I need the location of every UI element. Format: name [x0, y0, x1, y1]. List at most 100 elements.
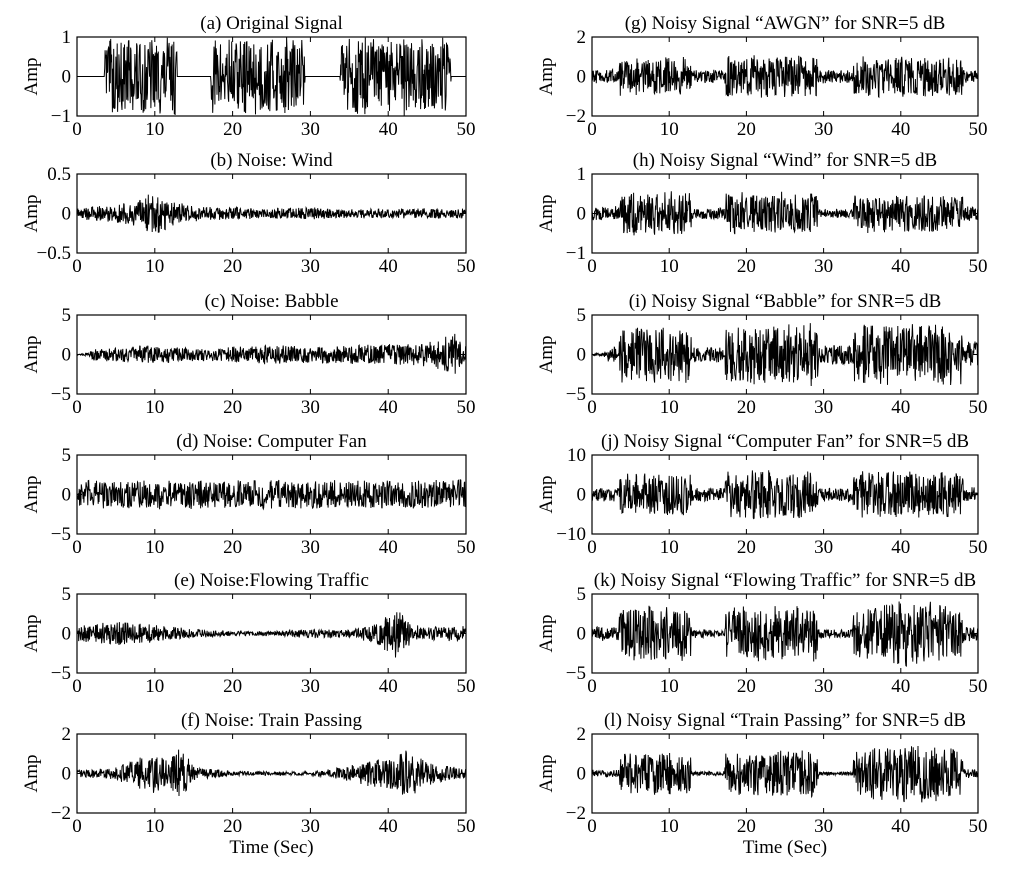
y-tick-label: 0	[577, 67, 587, 88]
x-tick-label: 30	[301, 537, 320, 558]
x-tick-label: 30	[814, 119, 833, 140]
x-tick-label: 20	[223, 397, 242, 418]
x-tick-label: 10	[145, 397, 164, 418]
y-tick-label: −2	[51, 803, 71, 824]
x-tick-label: 10	[145, 816, 164, 837]
x-tick-label: 50	[969, 816, 988, 837]
y-tick-label: 0	[577, 764, 587, 785]
x-tick-label: 0	[587, 537, 597, 558]
x-tick-label: 20	[223, 537, 242, 558]
panel-title: (a) Original Signal	[200, 13, 342, 34]
x-tick-label: 50	[969, 397, 988, 418]
x-tick-label: 0	[587, 256, 597, 277]
y-tick-label: −2	[566, 106, 586, 127]
x-tick-label: 10	[660, 256, 679, 277]
y-tick-label: −1	[566, 243, 586, 264]
x-tick-label: 40	[379, 676, 398, 697]
panel-title: (j) Noisy Signal “Computer Fan” for SNR=…	[601, 431, 969, 452]
y-tick-label: −5	[51, 524, 71, 545]
panel-l: (l) Noisy Signal “Train Passing” for SNR…	[536, 710, 988, 858]
x-tick-label: 10	[145, 119, 164, 140]
y-tick-label: 2	[577, 27, 587, 48]
signal-trace	[591, 191, 979, 236]
x-tick-label: 40	[891, 816, 910, 837]
signal-trace	[76, 333, 467, 374]
x-tick-label: 50	[457, 816, 476, 837]
y-tick-label: −1	[51, 106, 71, 127]
x-tick-label: 30	[301, 816, 320, 837]
signal-trace	[591, 470, 979, 520]
signal-trace	[76, 749, 467, 797]
x-tick-label: 50	[457, 676, 476, 697]
y-tick-label: 10	[567, 445, 586, 466]
signal-trace	[76, 479, 467, 511]
y-tick-label: 5	[62, 445, 72, 466]
y-axis-label: Amp	[536, 476, 557, 514]
x-tick-label: 40	[379, 537, 398, 558]
x-tick-label: 50	[969, 537, 988, 558]
signal-trace	[76, 194, 467, 233]
x-tick-label: 0	[587, 397, 597, 418]
x-tick-label: 10	[660, 119, 679, 140]
x-tick-label: 50	[969, 119, 988, 140]
y-tick-label: 0	[62, 764, 72, 785]
panel-title: (c) Noise: Babble	[204, 291, 338, 312]
x-tick-label: 0	[587, 816, 597, 837]
y-tick-label: −5	[51, 384, 71, 405]
y-axis-label: Amp	[21, 336, 42, 374]
x-tick-label: 30	[301, 256, 320, 277]
x-tick-label: 30	[301, 397, 320, 418]
y-axis-label: Amp	[21, 615, 42, 653]
x-tick-label: 40	[891, 676, 910, 697]
x-tick-label: 0	[72, 816, 82, 837]
signal-trace	[591, 323, 979, 387]
y-axis-label: Amp	[21, 755, 42, 793]
panel-title: (i) Noisy Signal “Babble” for SNR=5 dB	[629, 291, 942, 312]
x-tick-label: 20	[223, 256, 242, 277]
x-tick-label: 40	[379, 256, 398, 277]
signal-trace	[591, 745, 979, 803]
x-axis-label: Time (Sec)	[229, 837, 313, 858]
x-tick-label: 10	[660, 676, 679, 697]
x-tick-label: 30	[814, 397, 833, 418]
y-tick-label: 0	[62, 485, 72, 506]
x-tick-label: 30	[814, 816, 833, 837]
y-axis-label: Amp	[536, 195, 557, 233]
x-tick-label: 50	[969, 256, 988, 277]
x-tick-label: 20	[737, 256, 756, 277]
y-axis-label: Amp	[536, 755, 557, 793]
x-tick-label: 40	[891, 537, 910, 558]
x-tick-label: 30	[301, 676, 320, 697]
x-tick-label: 40	[379, 816, 398, 837]
panel-k: (k) Noisy Signal “Flowing Traffic” for S…	[536, 570, 988, 697]
x-tick-label: 40	[891, 256, 910, 277]
y-tick-label: −5	[51, 663, 71, 684]
panel-title: (b) Noise: Wind	[210, 150, 333, 171]
y-axis-label: Amp	[536, 615, 557, 653]
panel-j: (j) Noisy Signal “Computer Fan” for SNR=…	[536, 431, 988, 558]
y-tick-label: −5	[566, 663, 586, 684]
x-tick-label: 20	[223, 816, 242, 837]
x-tick-label: 20	[737, 816, 756, 837]
x-tick-label: 40	[891, 397, 910, 418]
y-tick-label: 0	[62, 67, 72, 88]
panel-title: (g) Noisy Signal “AWGN” for SNR=5 dB	[625, 13, 946, 34]
panel-title: (k) Noisy Signal “Flowing Traffic” for S…	[594, 570, 976, 591]
x-tick-label: 20	[737, 676, 756, 697]
panel-title: (h) Noisy Signal “Wind” for SNR=5 dB	[633, 150, 937, 171]
signal-trace	[591, 55, 979, 99]
x-tick-label: 0	[72, 119, 82, 140]
x-tick-label: 40	[891, 119, 910, 140]
y-tick-label: −2	[566, 803, 586, 824]
x-axis-label: Time (Sec)	[743, 837, 827, 858]
signal-trace	[77, 37, 466, 116]
y-tick-label: 0.5	[47, 164, 71, 185]
x-tick-label: 10	[660, 397, 679, 418]
x-tick-label: 40	[379, 397, 398, 418]
panel-i: (i) Noisy Signal “Babble” for SNR=5 dB 0 1…	[536, 291, 988, 418]
x-tick-label: 0	[72, 256, 82, 277]
